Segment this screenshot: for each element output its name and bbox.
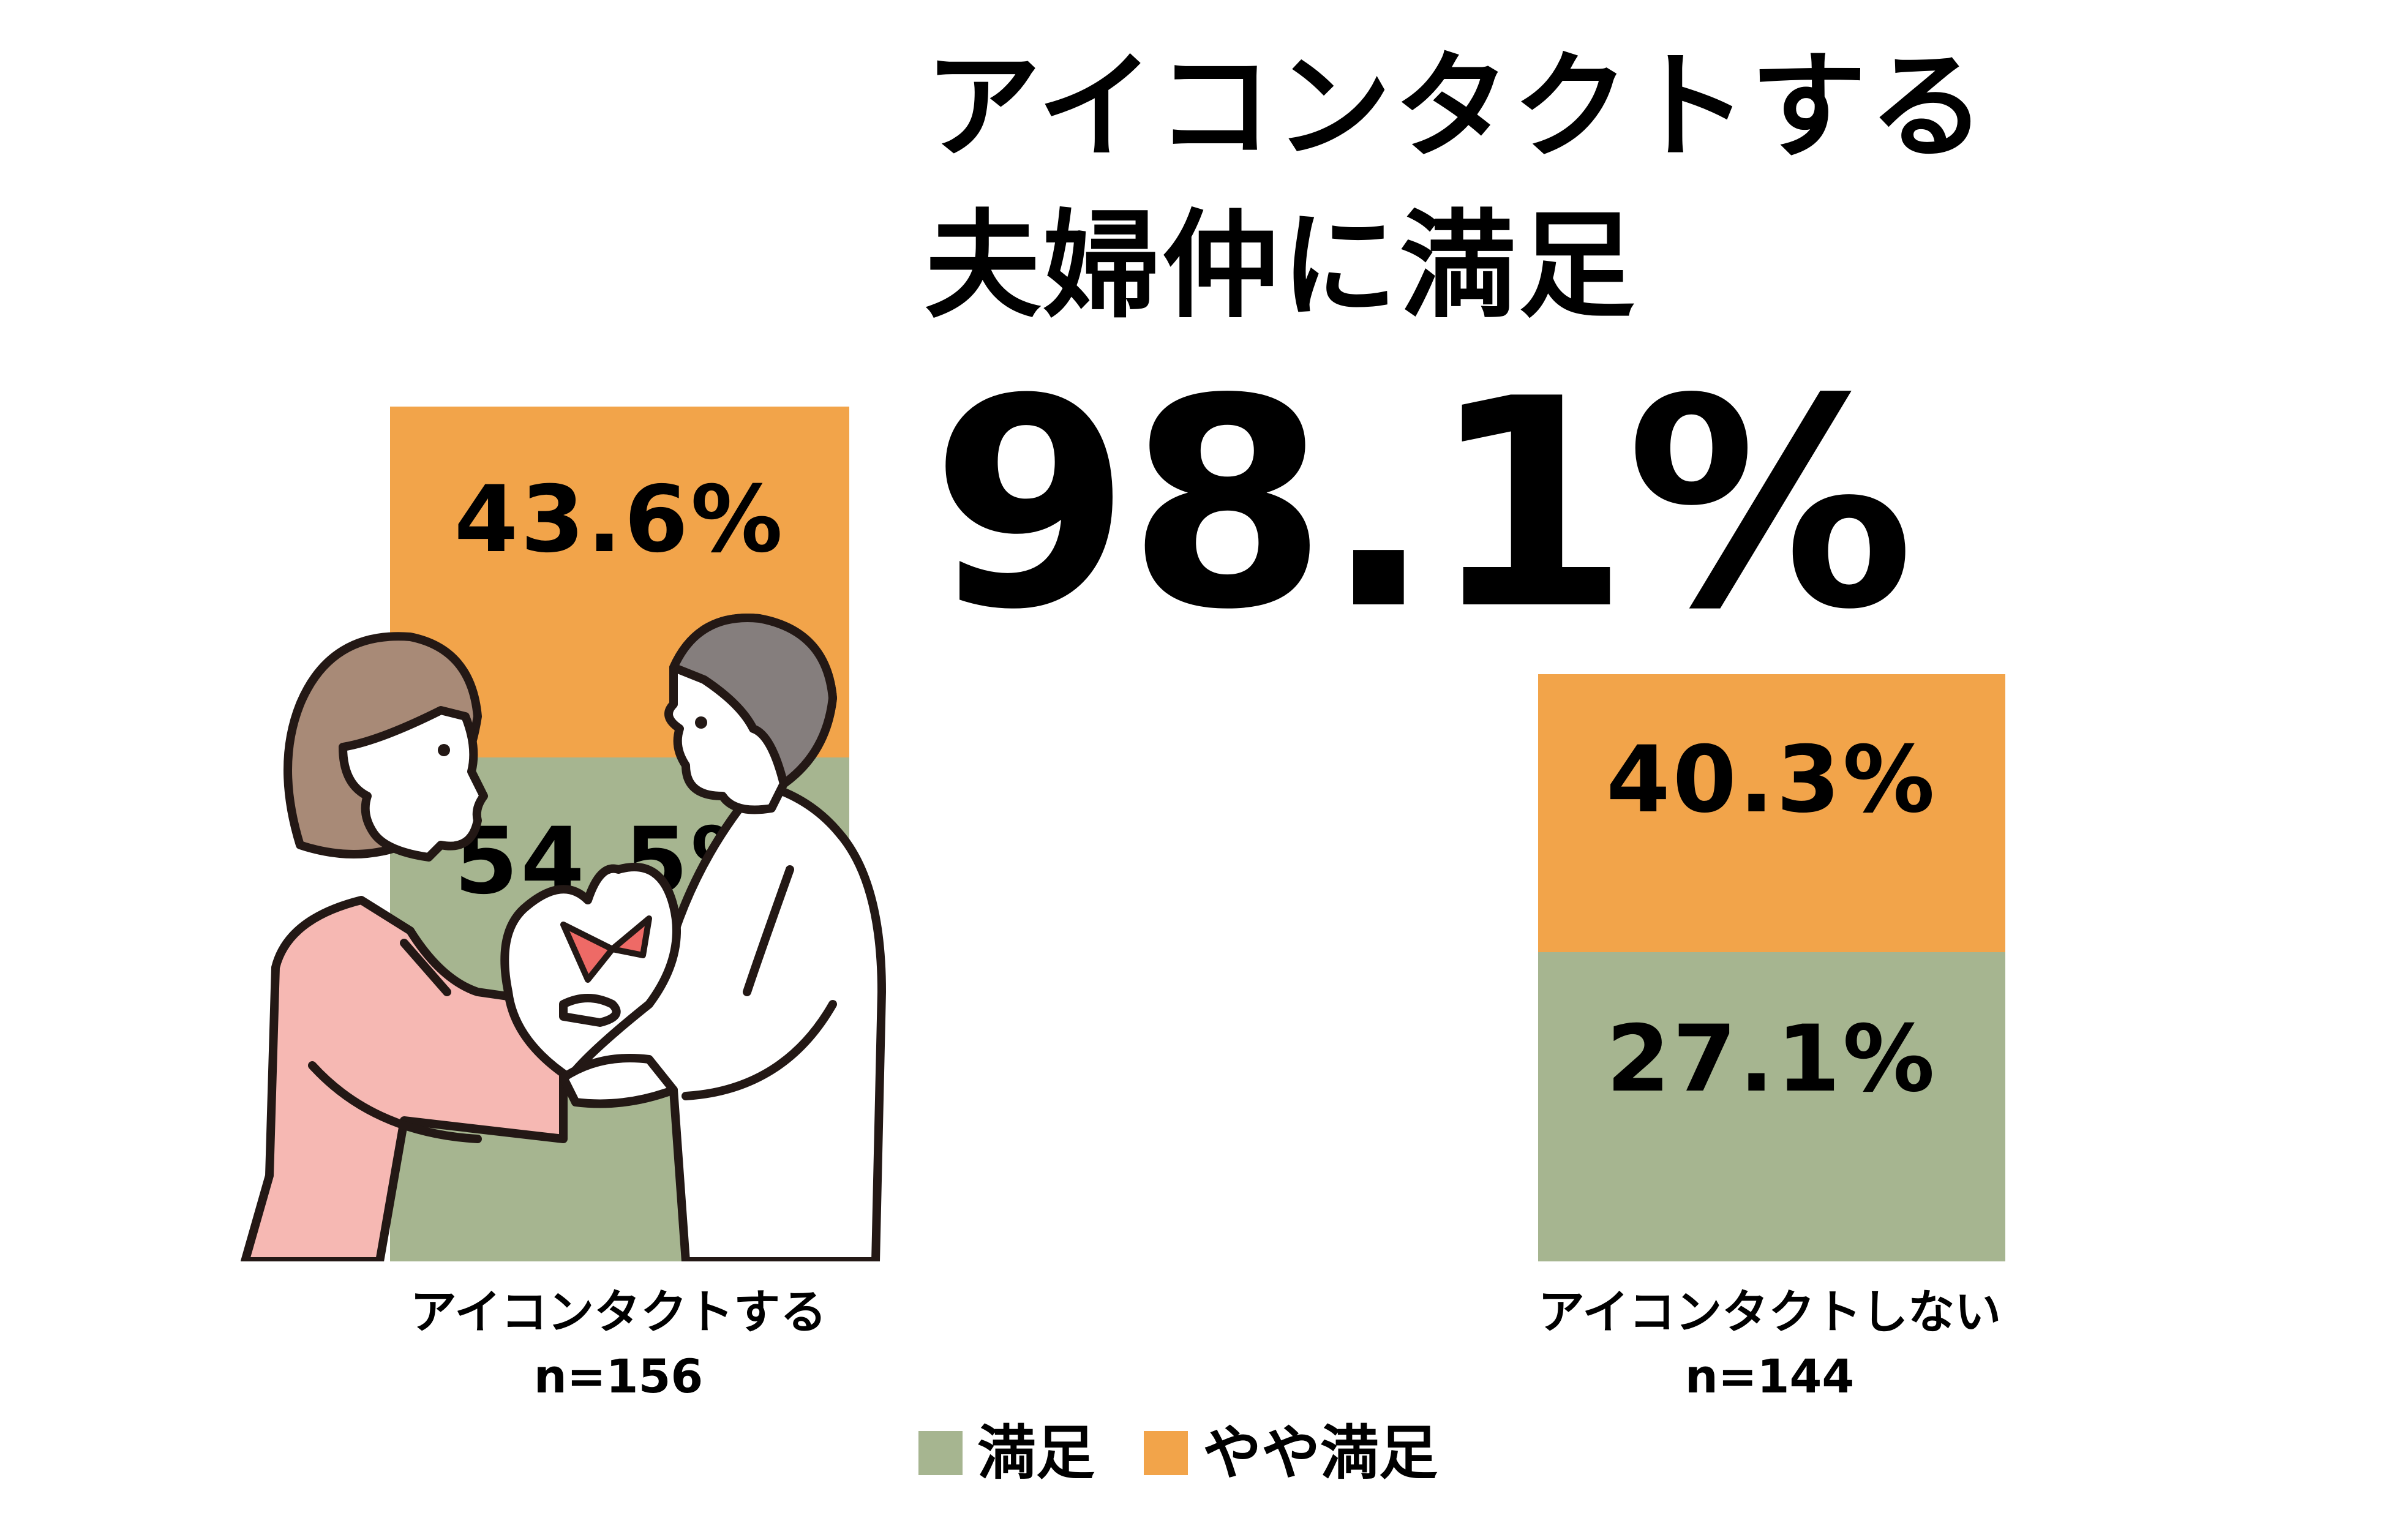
bar-segment-satisfied: 27.1% [1538, 952, 2005, 1261]
category-label-eye-contact: アイコンタクトする [410, 1285, 827, 1339]
category-label-no-eye-contact: アイコンタクトしない [1538, 1285, 2002, 1339]
value-label: 43.6% [454, 467, 786, 573]
headline-value: 98.1% [931, 337, 1915, 672]
legend-label-somewhat-satisfied: やや満足 [1203, 1419, 1438, 1487]
bar-segment-somewhat-satisfied: 40.3% [1538, 674, 2005, 952]
value-label: 40.3% [1606, 727, 1937, 833]
bar-no-eye-contact: 40.3% 27.1% [1538, 674, 2005, 1261]
headline-line2: 夫婦仲に満足 [925, 198, 1638, 334]
sample-size-eye-contact: n=156 [533, 1349, 704, 1403]
couple-gift-illustration-icon [241, 614, 886, 1261]
legend-label-satisfied: 満足 [977, 1419, 1095, 1487]
legend-swatch-somewhat-satisfied [1144, 1431, 1188, 1475]
value-label: 27.1% [1606, 1006, 1937, 1113]
sample-size-no-eye-contact: n=144 [1684, 1349, 1855, 1403]
legend-swatch-satisfied [918, 1431, 963, 1475]
legend: 満足 やや満足 [918, 1424, 1487, 1482]
headline-line1: アイコンタクトする [925, 39, 1988, 175]
